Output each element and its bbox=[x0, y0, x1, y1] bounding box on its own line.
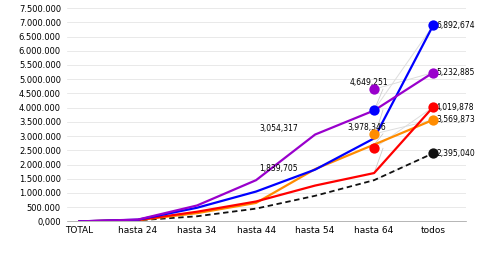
Point bbox=[429, 118, 437, 122]
Point bbox=[429, 70, 437, 75]
Point bbox=[370, 132, 378, 136]
Text: 1,839,705: 1,839,705 bbox=[259, 164, 298, 173]
Text: 4,649,251: 4,649,251 bbox=[349, 78, 388, 87]
Text: 3,569,873: 3,569,873 bbox=[436, 115, 475, 124]
Text: 6,892,674: 6,892,674 bbox=[436, 21, 475, 30]
Text: 3,978,346: 3,978,346 bbox=[348, 123, 386, 132]
Point bbox=[429, 151, 437, 156]
Legend: PP, PSOE, UP, C's, OT+BL: PP, PSOE, UP, C's, OT+BL bbox=[112, 269, 357, 270]
Text: 5,232,885: 5,232,885 bbox=[436, 68, 474, 77]
Text: 4,019,878: 4,019,878 bbox=[436, 103, 475, 112]
Point bbox=[370, 87, 378, 91]
Point bbox=[429, 23, 437, 28]
Point bbox=[370, 108, 378, 112]
Point bbox=[429, 105, 437, 109]
Text: 2,395,040: 2,395,040 bbox=[436, 149, 475, 158]
Point bbox=[370, 146, 378, 150]
Text: 3,054,317: 3,054,317 bbox=[259, 124, 298, 133]
